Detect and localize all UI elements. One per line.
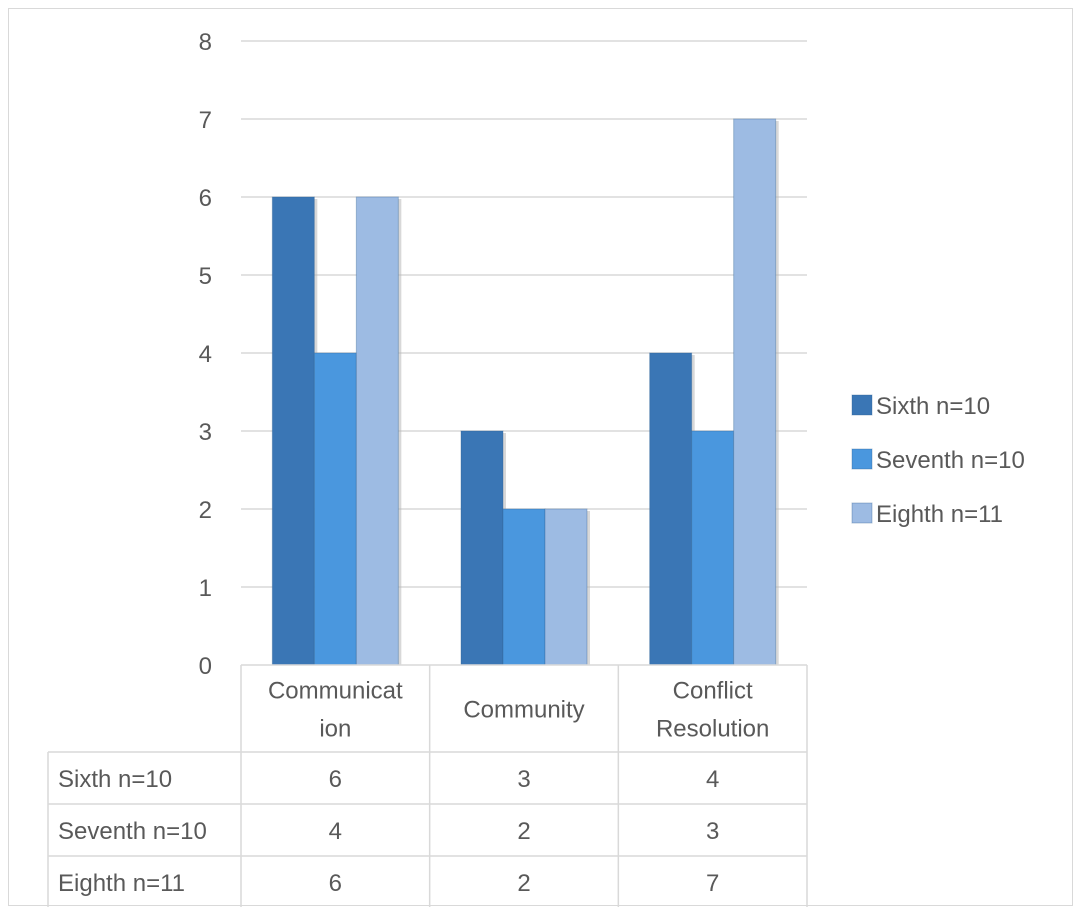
y-axis-tick-labels: 0 1 2 3 4 5 6 7 8: [199, 29, 212, 680]
table-cell-value: 6: [329, 766, 342, 793]
table-row-label: Eighth n=11: [58, 870, 185, 897]
table-cell-value: 6: [329, 870, 342, 897]
bar: [691, 430, 735, 666]
category-label: Conflict Resolution: [656, 678, 769, 743]
y-tick-label: 2: [199, 497, 212, 524]
y-tick-label: 0: [199, 653, 212, 680]
bar: [271, 196, 315, 666]
table-cell-value: 2: [517, 818, 530, 845]
bar: [733, 118, 777, 666]
bar: [649, 352, 693, 666]
category-label: Community: [463, 697, 584, 724]
category-label-line: Communicat: [268, 678, 403, 705]
bars: [271, 118, 779, 666]
table-cell-value: 4: [329, 818, 342, 845]
category-label-line: Conflict: [673, 678, 753, 705]
table-cell-value: 3: [517, 766, 530, 793]
table-row-label: Seventh n=10: [58, 818, 207, 845]
legend: Sixth n=10 Seventh n=10 Eighth n=11: [851, 393, 1025, 528]
table-row-label: Sixth n=10: [58, 766, 172, 793]
y-tick-label: 8: [199, 29, 212, 56]
bar: [313, 352, 357, 666]
y-tick-label: 7: [199, 107, 212, 134]
data-table: Communicat ion Community Conflict Resolution…: [47, 664, 808, 907]
category-label-line: Resolution: [656, 716, 769, 743]
bar: [460, 430, 504, 666]
table-cell-value: 2: [517, 870, 530, 897]
legend-swatch: [851, 448, 873, 470]
y-tick-label: 4: [199, 341, 212, 368]
category-label-line: Community: [463, 697, 584, 724]
legend-label: Seventh n=10: [876, 447, 1025, 474]
legend-swatch: [851, 394, 873, 416]
category-label: Communicat ion: [268, 678, 403, 743]
table-cell-value: 4: [706, 766, 719, 793]
table-cell-value: 7: [706, 870, 719, 897]
legend-label: Sixth n=10: [876, 393, 990, 420]
category-label-line: ion: [319, 716, 351, 743]
table-cell-value: 3: [706, 818, 719, 845]
bar: [544, 508, 588, 666]
y-tick-label: 5: [199, 263, 212, 290]
legend-swatch: [851, 502, 873, 524]
bar: [502, 508, 546, 666]
chart-border: [8, 8, 1073, 906]
y-tick-label: 3: [199, 419, 212, 446]
legend-label: Eighth n=11: [876, 501, 1003, 528]
bar: [355, 196, 399, 666]
y-tick-label: 6: [199, 185, 212, 212]
y-tick-label: 1: [199, 575, 212, 602]
